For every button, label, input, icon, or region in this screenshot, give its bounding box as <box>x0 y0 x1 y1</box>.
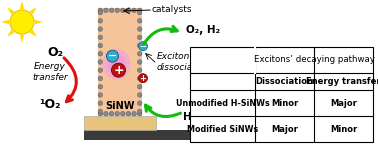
Circle shape <box>98 8 102 13</box>
Polygon shape <box>20 35 24 43</box>
Circle shape <box>109 111 114 116</box>
Circle shape <box>137 93 142 97</box>
Circle shape <box>98 68 102 73</box>
Text: Minor: Minor <box>271 99 298 107</box>
Circle shape <box>126 111 131 116</box>
Circle shape <box>98 35 102 40</box>
Circle shape <box>138 74 147 83</box>
Polygon shape <box>7 29 14 37</box>
Circle shape <box>98 43 102 48</box>
Circle shape <box>137 51 142 56</box>
Circle shape <box>98 18 102 23</box>
Text: +: + <box>113 64 124 77</box>
Circle shape <box>132 111 136 116</box>
Circle shape <box>138 42 147 51</box>
Bar <box>190 47 373 142</box>
Circle shape <box>132 8 136 13</box>
Circle shape <box>98 51 102 56</box>
Circle shape <box>107 50 118 62</box>
Polygon shape <box>29 29 37 37</box>
Circle shape <box>126 8 131 13</box>
Circle shape <box>98 10 102 15</box>
Circle shape <box>121 8 125 13</box>
Text: O₂: O₂ <box>47 45 63 59</box>
Circle shape <box>98 76 102 81</box>
Circle shape <box>137 109 142 114</box>
Text: H₂O: H₂O <box>183 112 205 122</box>
Circle shape <box>104 111 108 116</box>
Circle shape <box>104 8 108 13</box>
Circle shape <box>137 43 142 48</box>
Circle shape <box>137 68 142 73</box>
Circle shape <box>137 10 142 15</box>
Ellipse shape <box>102 49 130 80</box>
Bar <box>98 8 142 116</box>
Text: −: − <box>139 42 147 51</box>
Circle shape <box>121 111 125 116</box>
Circle shape <box>115 111 119 116</box>
Ellipse shape <box>107 53 127 75</box>
Circle shape <box>137 111 142 116</box>
Polygon shape <box>20 1 24 9</box>
Ellipse shape <box>110 57 124 72</box>
Text: SiNW: SiNW <box>105 101 135 111</box>
Circle shape <box>137 76 142 81</box>
Circle shape <box>98 27 102 31</box>
Circle shape <box>98 84 102 89</box>
Circle shape <box>98 111 102 116</box>
Circle shape <box>137 84 142 89</box>
Circle shape <box>137 35 142 40</box>
Circle shape <box>10 10 34 34</box>
Text: −: − <box>108 51 117 61</box>
Text: O₂, H₂: O₂, H₂ <box>186 25 220 35</box>
Text: ¹O₂: ¹O₂ <box>39 97 61 111</box>
Text: Dissociation: Dissociation <box>256 77 313 86</box>
Circle shape <box>137 18 142 23</box>
Text: Major: Major <box>330 99 357 107</box>
Text: Unmodified H-SiNWs: Unmodified H-SiNWs <box>176 99 270 107</box>
Circle shape <box>112 63 125 77</box>
Text: Ohmic contact: Ohmic contact <box>243 130 304 140</box>
Text: +: + <box>139 74 147 83</box>
Bar <box>84 116 156 130</box>
Polygon shape <box>7 7 14 14</box>
Circle shape <box>98 109 102 114</box>
Circle shape <box>98 93 102 97</box>
Circle shape <box>98 101 102 105</box>
Text: Exciton
dissociation: Exciton dissociation <box>157 52 211 72</box>
Circle shape <box>137 8 142 13</box>
Text: Minor: Minor <box>330 124 357 134</box>
Polygon shape <box>29 7 37 14</box>
Polygon shape <box>35 20 43 24</box>
Circle shape <box>98 60 102 64</box>
Circle shape <box>137 60 142 64</box>
Circle shape <box>115 8 119 13</box>
Text: Excitons’ decaying pathway: Excitons’ decaying pathway <box>254 55 375 65</box>
Circle shape <box>109 8 114 13</box>
Circle shape <box>137 27 142 31</box>
Text: Modified SiNWs: Modified SiNWs <box>187 124 258 134</box>
Polygon shape <box>1 20 9 24</box>
Text: Major: Major <box>271 124 298 134</box>
Bar <box>84 130 239 140</box>
Text: Energy
transfer: Energy transfer <box>32 62 68 82</box>
Text: catalysts: catalysts <box>152 4 192 14</box>
Circle shape <box>137 101 142 105</box>
Text: Energy transfer: Energy transfer <box>306 77 378 86</box>
